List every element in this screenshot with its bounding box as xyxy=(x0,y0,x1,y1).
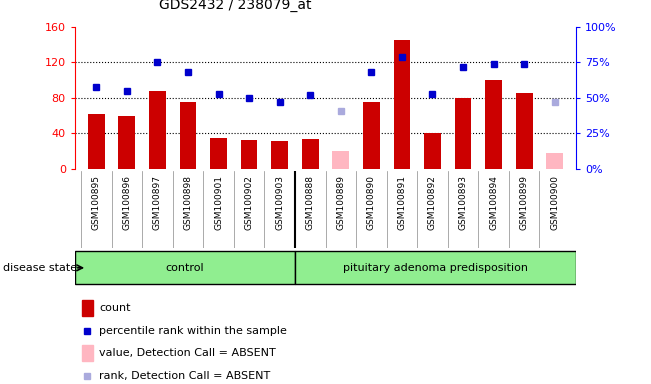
Bar xyxy=(363,103,380,169)
Bar xyxy=(271,141,288,169)
Text: GSM100893: GSM100893 xyxy=(458,175,467,230)
Text: GSM100888: GSM100888 xyxy=(306,175,314,230)
Bar xyxy=(516,93,533,169)
Text: GSM100890: GSM100890 xyxy=(367,175,376,230)
Text: GSM100900: GSM100900 xyxy=(550,175,559,230)
Text: GSM100899: GSM100899 xyxy=(519,175,529,230)
Bar xyxy=(118,116,135,169)
Bar xyxy=(149,91,166,169)
Text: GSM100901: GSM100901 xyxy=(214,175,223,230)
Bar xyxy=(82,345,93,361)
FancyBboxPatch shape xyxy=(295,252,576,284)
Text: GDS2432 / 238079_at: GDS2432 / 238079_at xyxy=(159,0,312,12)
Bar xyxy=(454,98,471,169)
Text: GSM100894: GSM100894 xyxy=(489,175,498,230)
Bar xyxy=(333,151,349,169)
Text: GSM100889: GSM100889 xyxy=(337,175,345,230)
Bar xyxy=(82,300,93,316)
Text: GSM100898: GSM100898 xyxy=(184,175,193,230)
Text: GSM100896: GSM100896 xyxy=(122,175,132,230)
Text: rank, Detection Call = ABSENT: rank, Detection Call = ABSENT xyxy=(100,371,271,381)
Bar xyxy=(485,80,502,169)
Bar xyxy=(546,153,563,169)
Text: pituitary adenoma predisposition: pituitary adenoma predisposition xyxy=(343,263,528,273)
Bar xyxy=(393,40,410,169)
Text: control: control xyxy=(165,263,204,273)
Text: GSM100903: GSM100903 xyxy=(275,175,284,230)
Bar xyxy=(241,140,258,169)
Text: GSM100891: GSM100891 xyxy=(397,175,406,230)
Bar xyxy=(424,134,441,169)
Text: GSM100897: GSM100897 xyxy=(153,175,162,230)
Text: count: count xyxy=(100,303,131,313)
Bar xyxy=(180,103,197,169)
Text: GSM100892: GSM100892 xyxy=(428,175,437,230)
Bar xyxy=(88,114,105,169)
Text: GSM100895: GSM100895 xyxy=(92,175,101,230)
Bar xyxy=(302,139,318,169)
Text: GSM100902: GSM100902 xyxy=(245,175,254,230)
FancyBboxPatch shape xyxy=(75,252,295,284)
Text: percentile rank within the sample: percentile rank within the sample xyxy=(100,326,287,336)
Bar xyxy=(210,138,227,169)
Text: disease state: disease state xyxy=(3,263,77,273)
Text: value, Detection Call = ABSENT: value, Detection Call = ABSENT xyxy=(100,348,276,358)
